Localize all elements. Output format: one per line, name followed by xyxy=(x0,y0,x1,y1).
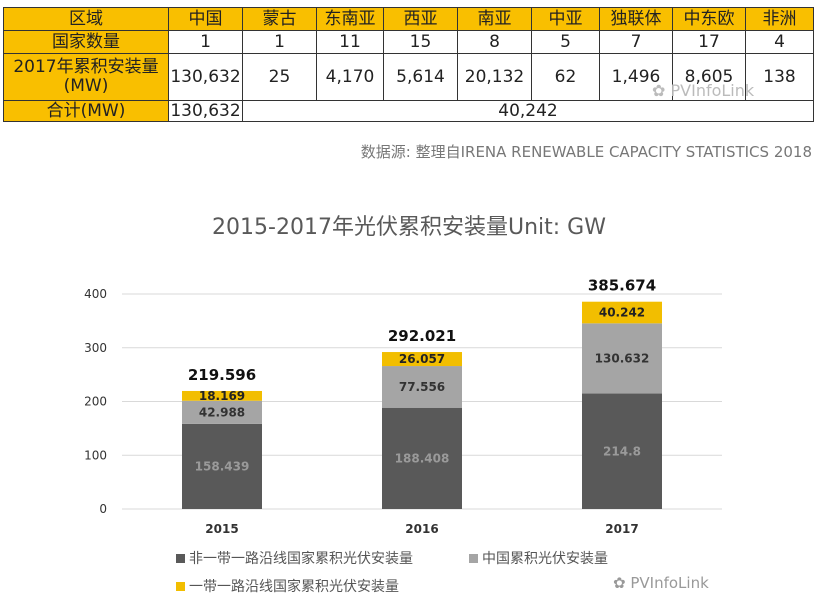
table-cell-total-china: 130,632 xyxy=(168,100,243,122)
data-label: 158.439 xyxy=(195,459,250,473)
stacked-bar-chart: 2015-2017年光伏累积安装量Unit: GW 0 100 200 300 400 15… xyxy=(84,215,722,595)
table-cell: 15 xyxy=(383,30,458,54)
watermark-bottom: ✿ PVInfoLink xyxy=(613,574,709,592)
row-label-total: 合计(MW) xyxy=(3,100,169,122)
watermark-text: PVInfoLink xyxy=(670,81,755,100)
legend-swatch xyxy=(176,582,185,591)
y-tick-label: 400 xyxy=(84,287,107,301)
bar-segment xyxy=(382,352,462,367)
table-header-cell: 蒙古 xyxy=(242,7,317,31)
table-cell-total-others: 40,242 xyxy=(242,100,814,122)
bar-segment xyxy=(182,390,262,401)
capacity-table: 区域 中国 蒙古 东南亚 西亚 南亚 中亚 独联体 中东欧 非洲 国家数量 1 … xyxy=(3,7,814,122)
bar-segment xyxy=(382,407,462,509)
row-label-capacity-line2: (MW) xyxy=(63,76,109,96)
source-note: 数据源: 整理自IRENA RENEWABLE CAPACITY STATIST… xyxy=(360,143,812,161)
table-cell: 11 xyxy=(316,30,384,54)
table-row-country-count: 国家数量 1 1 11 15 8 5 7 17 4 xyxy=(3,30,814,54)
data-label: 40.242 xyxy=(599,306,645,320)
bar-segment xyxy=(182,400,262,424)
table-header-cell: 非洲 xyxy=(745,7,814,31)
legend-entry: 一带一路沿线国家累积光伏安装量 xyxy=(189,578,399,595)
legend-swatch xyxy=(469,554,478,563)
table-cell: 1 xyxy=(168,30,243,54)
table-cell: 138 xyxy=(745,53,814,101)
table-header-cell: 南亚 xyxy=(457,7,532,31)
total-label: 219.596 xyxy=(188,366,256,384)
data-label: 130.632 xyxy=(595,351,650,365)
data-label: 77.556 xyxy=(399,380,445,394)
y-tick-label: 200 xyxy=(84,395,107,409)
table-cell: 25 xyxy=(242,53,317,101)
y-tick-label: 0 xyxy=(99,502,107,516)
table-header-cell: 中国 xyxy=(168,7,243,31)
table-row-capacity: 2017年累积安装量 (MW) 130,632 25 4,170 5,614 2… xyxy=(3,53,814,101)
table-header-cell: 东南亚 xyxy=(316,7,384,31)
legend-entry: 中国累积光伏安装量 xyxy=(482,551,608,567)
data-label: 214.8 xyxy=(603,444,641,458)
table-cell: 4,170 xyxy=(316,53,384,101)
watermark-top: ✿ PVInfoLink xyxy=(652,81,754,100)
table-header-row: 区域 中国 蒙古 东南亚 西亚 南亚 中亚 独联体 中东欧 非洲 xyxy=(3,7,814,31)
row-label-capacity-line1: 2017年累积安装量 xyxy=(13,57,159,78)
table-cell: 5,614 xyxy=(383,53,458,101)
table-cell: 130,632 xyxy=(168,53,243,101)
table-cell: 1 xyxy=(242,30,317,54)
table-cell: 17 xyxy=(672,30,746,54)
table-cell: 62 xyxy=(531,53,600,101)
bar-segment xyxy=(582,323,662,394)
x-tick-label: 2017 xyxy=(605,522,638,536)
chart-title: 2015-2017年光伏累积安装量Unit: GW xyxy=(212,215,606,240)
wechat-icon: ✿ xyxy=(652,81,671,100)
table-header-cell: 西亚 xyxy=(383,7,458,31)
y-tick-label: 100 xyxy=(84,448,107,462)
legend-entry: 非一带一路沿线国家累积光伏安装量 xyxy=(189,550,413,567)
watermark-text: PVInfoLink xyxy=(630,574,709,592)
data-label: 18.169 xyxy=(199,389,245,403)
table-header-cell: 独联体 xyxy=(599,7,673,31)
wechat-icon: ✿ xyxy=(613,574,631,592)
total-label: 385.674 xyxy=(588,277,656,295)
table-cell: 7 xyxy=(599,30,673,54)
row-label-capacity: 2017年累积安装量 (MW) xyxy=(3,53,169,101)
data-label: 42.988 xyxy=(199,405,245,419)
legend-swatch xyxy=(176,554,185,563)
data-label: 26.057 xyxy=(399,352,445,366)
bar-segment xyxy=(582,393,662,509)
table-row-total: 合计(MW) 130,632 40,242 xyxy=(3,100,814,122)
table-header-cell: 区域 xyxy=(3,7,169,31)
total-label: 292.021 xyxy=(388,327,456,345)
row-label-country-count: 国家数量 xyxy=(3,30,169,54)
table-cell: 20,132 xyxy=(457,53,532,101)
bar-segment xyxy=(582,301,662,324)
table-header-cell: 中亚 xyxy=(531,7,600,31)
x-tick-label: 2016 xyxy=(405,522,438,536)
table-header-cell: 中东欧 xyxy=(672,7,746,31)
table-cell: 4 xyxy=(745,30,814,54)
y-tick-label: 300 xyxy=(84,341,107,355)
table-cell: 8 xyxy=(457,30,532,54)
bar-segment xyxy=(382,366,462,408)
table-cell: 5 xyxy=(531,30,600,54)
x-tick-label: 2015 xyxy=(205,522,238,536)
data-label: 188.408 xyxy=(395,451,450,465)
bar-segment xyxy=(182,423,262,509)
table-cell: 8,605 xyxy=(672,53,746,101)
